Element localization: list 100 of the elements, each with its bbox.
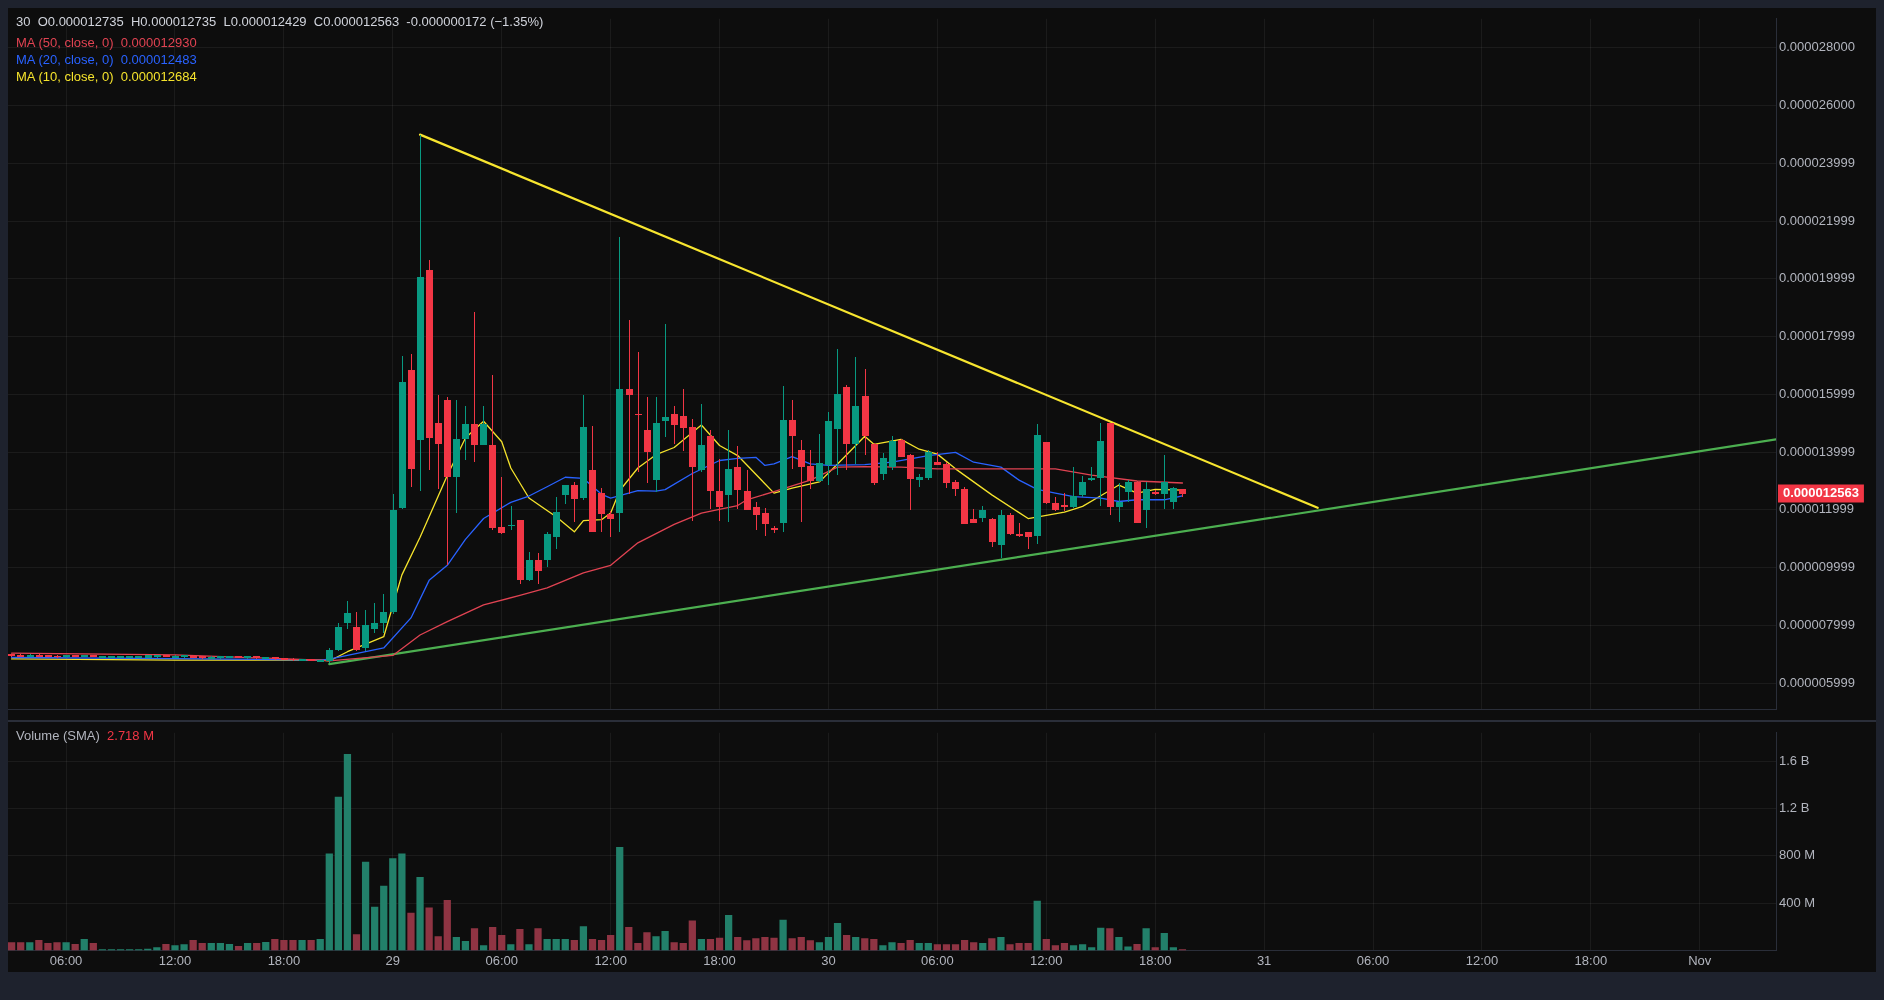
candlestick <box>598 488 605 532</box>
y-tick-label: 0.000005999 <box>1779 674 1855 690</box>
bar <box>207 943 215 951</box>
bar <box>842 935 851 951</box>
bar <box>852 937 860 951</box>
candlestick <box>199 656 206 659</box>
bar <box>1133 943 1141 951</box>
bar <box>1042 939 1050 951</box>
candlestick <box>689 419 696 521</box>
x-tick-label: 06:00 <box>49 952 83 968</box>
candlestick <box>27 654 34 657</box>
y-tick-label: 1.6 B <box>1779 752 1810 768</box>
y-tick-label: 0.000028000 <box>1779 39 1855 55</box>
candlestick <box>644 397 651 483</box>
bar <box>715 937 724 951</box>
y-tick-label: 1.2 B <box>1779 800 1810 816</box>
candlestick <box>852 357 859 464</box>
candlestick <box>253 656 260 659</box>
bar <box>389 858 397 951</box>
bar <box>416 877 424 951</box>
candlestick <box>970 509 977 523</box>
candlestick <box>399 356 406 509</box>
x-tick-label: 06:00 <box>1356 952 1390 968</box>
candlestick <box>943 462 950 488</box>
bar <box>534 928 542 951</box>
bar <box>997 937 1005 951</box>
candlestick <box>880 453 887 480</box>
bar <box>516 929 524 951</box>
x-tick-label: 12:00 <box>1030 952 1063 968</box>
bar <box>470 928 479 951</box>
bar <box>960 939 969 951</box>
bar <box>1060 943 1069 951</box>
candlestick <box>616 237 623 532</box>
candlestick <box>471 312 478 462</box>
candlestick <box>517 520 524 584</box>
bar <box>951 944 960 951</box>
candlestick <box>36 654 43 657</box>
bar <box>597 939 606 951</box>
x-tick-label: 12:00 <box>158 952 192 968</box>
annotation: 0.000012930 <box>119 35 197 50</box>
bar <box>62 942 70 951</box>
annotation: 0.000012483 <box>119 52 197 67</box>
bar <box>334 796 342 951</box>
candlestick <box>562 485 569 504</box>
y-tick-label: 0.000019999 <box>1779 270 1855 286</box>
bar <box>688 920 696 951</box>
candlestick <box>807 450 814 489</box>
bar <box>525 944 533 951</box>
candlestick <box>734 446 741 509</box>
bar <box>815 942 824 951</box>
candlestick <box>762 508 769 536</box>
candlestick <box>707 430 714 509</box>
bar <box>616 846 624 951</box>
bar <box>552 939 560 951</box>
bar <box>361 861 370 951</box>
candlestick <box>390 494 397 614</box>
bar <box>697 939 706 951</box>
bar <box>198 943 206 951</box>
candlestick <box>371 603 378 633</box>
bar <box>35 939 43 951</box>
bar <box>870 939 878 951</box>
bar <box>1078 944 1087 951</box>
candlestick <box>916 474 923 487</box>
bar <box>607 935 615 951</box>
candlestick <box>571 482 578 522</box>
candlestick <box>326 648 333 663</box>
candlestick <box>589 426 596 532</box>
candlestick <box>998 510 1005 558</box>
candlestick <box>889 436 896 470</box>
candlestick <box>871 443 878 485</box>
candlestick <box>843 385 850 470</box>
bar <box>915 943 923 951</box>
bar <box>352 934 361 951</box>
bar <box>380 885 388 951</box>
candlestick <box>498 477 505 534</box>
y-tick-label: 0.000013999 <box>1779 443 1855 459</box>
bar <box>498 935 506 951</box>
y-tick-label: 0.000021999 <box>1779 212 1855 228</box>
candlestick <box>780 386 787 532</box>
bar <box>897 943 905 951</box>
bar <box>398 853 406 951</box>
bar <box>1097 927 1105 951</box>
candlestick <box>1079 476 1086 497</box>
candlestick <box>725 430 732 522</box>
candlestick <box>626 320 633 494</box>
y-tick-label: 0.000009999 <box>1779 559 1855 575</box>
candlestick <box>172 655 179 658</box>
x-tick-label: Nov <box>1688 952 1712 968</box>
candlestick <box>380 594 387 633</box>
bar <box>588 939 597 951</box>
bar <box>325 853 333 951</box>
candlestick <box>1070 467 1077 508</box>
candlestick <box>898 439 905 457</box>
candlestick <box>244 656 251 659</box>
bar <box>924 943 932 951</box>
bar <box>979 943 987 951</box>
bar <box>1069 945 1078 951</box>
candlestick <box>1170 487 1177 509</box>
candlestick <box>444 397 451 565</box>
candlestick <box>789 400 796 469</box>
